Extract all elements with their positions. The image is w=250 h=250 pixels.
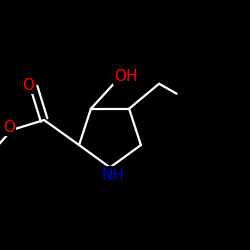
Text: O: O	[3, 120, 15, 135]
Text: NH: NH	[101, 168, 124, 182]
Text: OH: OH	[114, 69, 138, 84]
Text: O: O	[22, 78, 34, 92]
